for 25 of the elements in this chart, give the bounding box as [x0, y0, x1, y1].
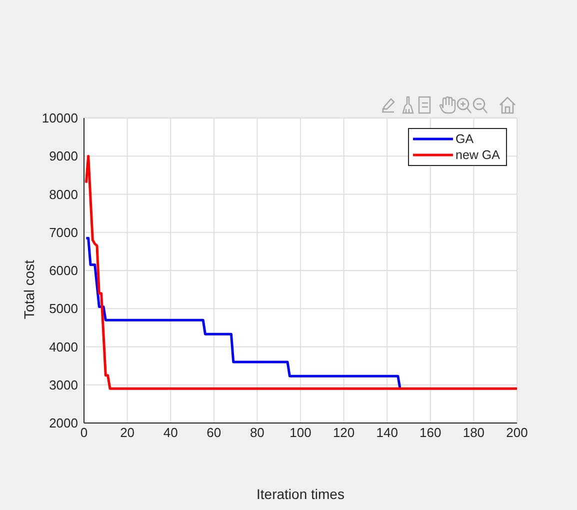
y-axis-title: Total cost	[21, 260, 37, 320]
x-tick-label: 180	[462, 425, 485, 440]
legend-label: GA	[456, 132, 474, 146]
x-axis-title: Iteration times	[256, 486, 344, 502]
y-tick-label: 2000	[49, 416, 78, 431]
x-tick-label: 160	[420, 425, 442, 440]
x-tick-label: 80	[250, 425, 264, 440]
x-tick-label: 60	[206, 425, 222, 440]
x-tick-label: 120	[332, 425, 355, 440]
y-tick-label: 4000	[49, 339, 78, 354]
y-tick-label: 7000	[49, 224, 78, 240]
x-tick-label: 100	[290, 425, 312, 440]
x-tick-label: 0	[80, 425, 88, 440]
x-tick-label: 40	[163, 425, 178, 440]
y-tick-label: 3000	[49, 377, 78, 392]
y-tick-label: 10000	[42, 110, 78, 126]
y-tick-label: 5000	[49, 301, 78, 316]
x-tick-label: 20	[120, 425, 135, 440]
x-tick-label: 200	[506, 425, 528, 440]
y-tick-label: 8000	[49, 186, 78, 202]
x-tick-label: 140	[376, 425, 398, 440]
line-series	[84, 236, 402, 390]
y-tick-label: 6000	[49, 263, 78, 278]
y-tick-label: 9000	[49, 148, 78, 164]
legend-label: new GA	[456, 148, 500, 162]
